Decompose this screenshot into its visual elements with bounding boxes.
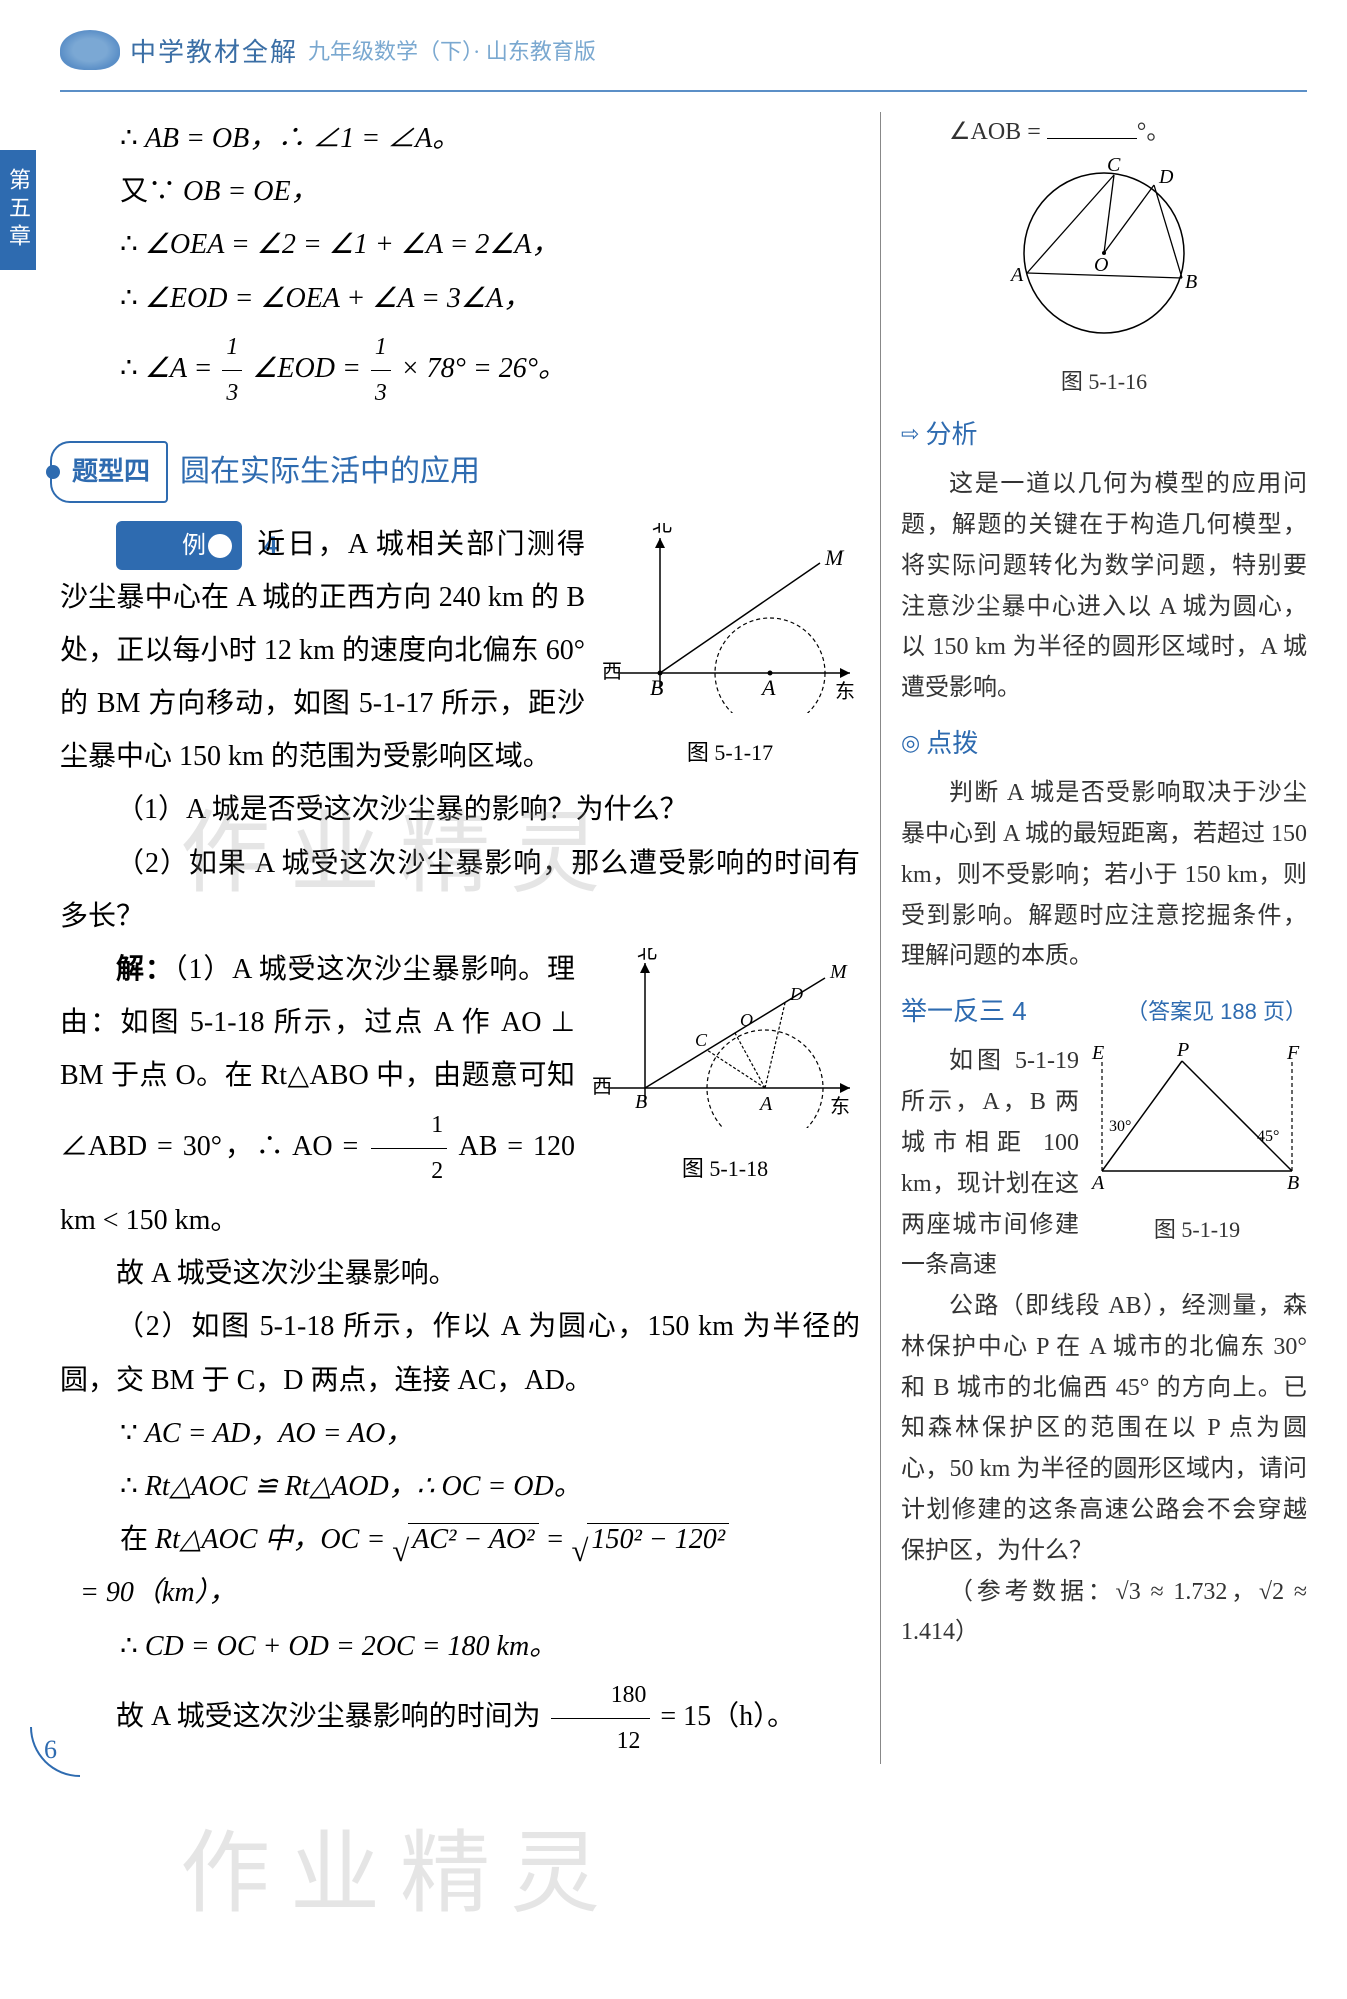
proof-line-1: ∴ AB = OB，∴ ∠1 = ∠A。 [60, 112, 860, 165]
solution-2e: = 90（km）， [60, 1566, 860, 1619]
svg-text:西: 西 [602, 661, 622, 683]
svg-text:O: O [1094, 254, 1108, 276]
svg-text:D: D [789, 984, 803, 1004]
answer-reference: （答案见 188 页） [1126, 993, 1307, 1030]
svg-text:B: B [650, 675, 663, 700]
svg-text:西: 西 [592, 1076, 612, 1098]
figure-caption-17: 图 5-1-17 [600, 732, 860, 774]
aob-fill: ∠AOB = °。 [901, 112, 1307, 153]
svg-text:45°: 45° [1257, 1128, 1279, 1145]
svg-text:30°: 30° [1109, 1118, 1131, 1135]
figure-caption-19: 图 5-1-19 [1087, 1211, 1307, 1248]
solution-2b: ∵ AC = AD，AO = AO， [60, 1407, 860, 1460]
svg-text:A: A [760, 675, 776, 700]
example-4-q1: （1）A 城是否受这次沙尘暴的影响？为什么？ [60, 783, 860, 836]
proof-line-4: ∴ ∠EOD = ∠OEA + ∠A = 3∠A， [60, 272, 860, 325]
jyfs-head: 举一反三 4 （答案见 188 页） [901, 989, 1307, 1033]
series-title: 中学教材全解 [130, 32, 298, 69]
svg-text:B: B [1287, 1172, 1299, 1191]
svg-text:P: P [1176, 1041, 1189, 1061]
svg-text:D: D [1158, 166, 1174, 188]
svg-text:B: B [1185, 271, 1197, 293]
svg-text:A: A [1090, 1172, 1105, 1191]
section-tag: 题型四 [50, 441, 168, 502]
share-icon: ⇨ [901, 415, 919, 452]
subject-subtitle: 九年级数学（下）· 山东教育版 [308, 34, 596, 66]
example-tag: 例4 [116, 521, 242, 571]
svg-text:B: B [635, 1091, 647, 1113]
svg-text:A: A [1009, 264, 1024, 286]
svg-text:M: M [829, 961, 848, 983]
figure-5-1-17: 北 西 东 B A M 图 5-1-17 [600, 523, 860, 775]
solution-2d: 在 Rt△AOC 中，OC = AC² − AO² = 150² − 120² [60, 1513, 860, 1566]
section-title-4: 题型四 圆在实际生活中的应用 [50, 441, 860, 502]
figure-caption-18: 图 5-1-18 [590, 1148, 860, 1190]
solution-2c: ∴ Rt△AOC ≌ Rt△AOD，∴ OC = OD。 [60, 1460, 860, 1513]
svg-text:C: C [1107, 154, 1121, 176]
side-column: ∠AOB = °。 A B C D O 图 5-1-16 [880, 112, 1307, 1764]
analysis-body: 这是一道以几何为模型的应用问题，解题的关键在于构造几何模型，将实际问题转化为数学… [901, 464, 1307, 709]
figure-5-1-16: A B C D O 图 5-1-16 [901, 153, 1307, 400]
dianbo-body: 判断 A 城是否受影响取决于沙尘暴中心到 A 城的最短距离，若超过 150 km… [901, 773, 1307, 977]
svg-text:A: A [758, 1093, 773, 1115]
jyfs-body-b: 公路（即线段 AB），经测量，森林保护中心 P 在 A 城市的北偏东 30° 和… [901, 1286, 1307, 1572]
target-icon: ◎ [901, 724, 920, 761]
logo-icon [60, 30, 120, 70]
proof-line-3: ∴ ∠OEA = ∠2 = ∠1 + ∠A = 2∠A， [60, 218, 860, 271]
dianbo-head: ◎ 点拨 [901, 721, 1307, 765]
svg-text:北: 北 [652, 523, 672, 536]
svg-text:M: M [824, 545, 845, 570]
analysis-head: ⇨ 分析 [901, 412, 1307, 456]
figure-caption-16: 图 5-1-16 [901, 363, 1307, 400]
solution-2a: （2）如图 5-1-18 所示，作以 A 为圆心，150 km 为半径的圆，交 … [60, 1300, 860, 1406]
section-name: 圆在实际生活中的应用 [180, 443, 480, 500]
svg-text:东: 东 [830, 1095, 850, 1118]
svg-text:O: O [740, 1010, 753, 1030]
figure-5-1-19: E F P A B 30° 45° 图 5-1-19 [1087, 1041, 1307, 1248]
solution-1-conclusion: 故 A 城受这次沙尘暴影响。 [60, 1247, 860, 1300]
watermark-2: 作业精灵 [180, 1800, 620, 1930]
svg-text:F: F [1286, 1042, 1300, 1064]
example-4-q2: （2）如果 A 城受这次沙尘暴影响，那么遭受影响的时间有多长？ [60, 837, 860, 943]
proof-line-5: ∴ ∠A = 13 ∠EOD = 13 × 78° = 26°。 [60, 325, 860, 416]
svg-text:北: 北 [637, 948, 657, 963]
page-header: 中学教材全解 九年级数学（下）· 山东教育版 [60, 20, 1307, 92]
reference-data: （参考数据：√3 ≈ 1.732，√2 ≈ 1.414） [901, 1572, 1307, 1654]
solution-2g: 故 A 城受这次沙尘暴影响的时间为 18012 = 15（h）。 [60, 1673, 860, 1764]
main-column: ∴ AB = OB，∴ ∠1 = ∠A。 又∵ OB = OE， ∴ ∠OEA … [60, 112, 860, 1764]
page-number: 6 [30, 1727, 80, 1784]
figure-5-1-18: 北 西 东 B A M O C D 图 5-1-18 [590, 948, 860, 1190]
svg-text:E: E [1091, 1042, 1104, 1064]
solution-2f: ∴ CD = OC + OD = 2OC = 180 km。 [60, 1620, 860, 1673]
proof-line-2: 又∵ OB = OE， [60, 165, 860, 218]
svg-text:C: C [695, 1030, 708, 1050]
chapter-tab: 第五章 [0, 150, 36, 270]
svg-text:东: 东 [835, 680, 855, 703]
